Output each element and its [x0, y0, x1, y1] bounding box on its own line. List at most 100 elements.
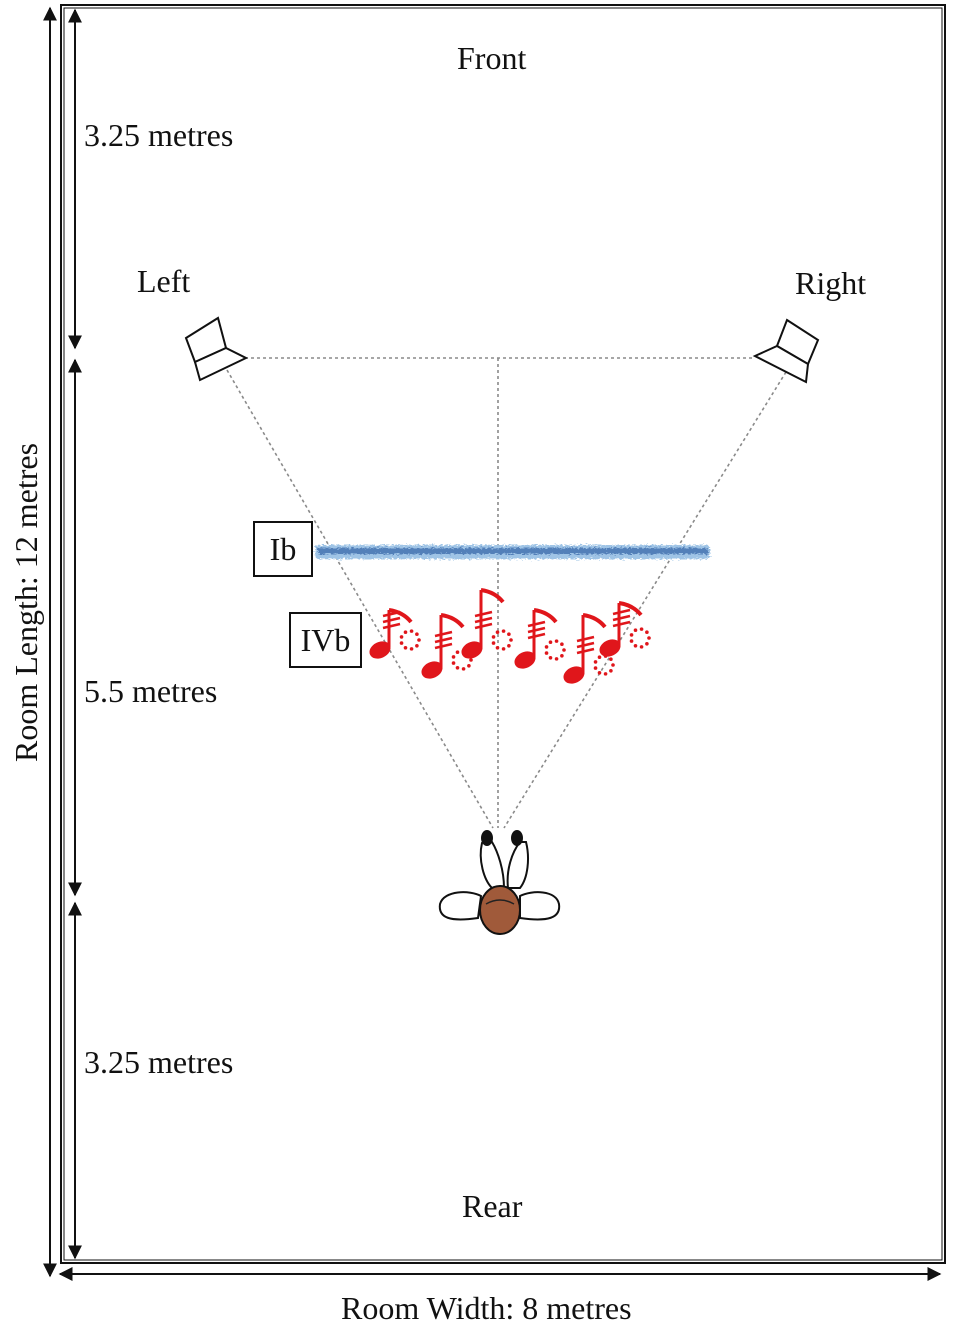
note-dot — [509, 638, 513, 642]
note-dot — [544, 645, 549, 649]
note-dot — [554, 657, 559, 661]
note-dot — [507, 632, 511, 637]
note-dot — [609, 668, 613, 673]
guide-lines — [226, 357, 787, 829]
note-dot — [639, 645, 644, 649]
note-dot — [611, 663, 615, 667]
note-head — [514, 651, 536, 669]
room-width-label: Room Width: 8 metres — [341, 1290, 632, 1326]
listener-icon — [438, 830, 561, 935]
note-tick — [434, 630, 453, 638]
note-tick — [434, 636, 453, 644]
note-dot — [603, 672, 608, 676]
note-dot — [455, 650, 460, 655]
note-dot — [415, 643, 419, 648]
note-dot — [491, 635, 496, 639]
note-dot — [633, 628, 638, 633]
music-notes-icon — [369, 588, 651, 684]
ib-zone-label: Ib — [253, 521, 313, 577]
note-tick — [382, 610, 401, 618]
speaker-icon — [752, 318, 820, 384]
note-dot — [597, 655, 602, 660]
right-speaker-label: Right — [795, 265, 867, 301]
note-head — [369, 641, 391, 659]
note-dot — [645, 641, 649, 646]
note-tick — [527, 620, 546, 628]
note-dot — [451, 661, 456, 665]
note-dot — [548, 655, 553, 660]
note-tick — [474, 616, 493, 624]
room-outline-inner — [63, 7, 943, 1261]
note-tick — [576, 647, 595, 655]
note-flag — [388, 608, 413, 624]
note-dot — [593, 666, 598, 670]
note-dot — [562, 648, 566, 652]
note-dot — [403, 645, 408, 650]
note-dot — [417, 638, 421, 642]
room-outline — [60, 4, 946, 1264]
note-tick — [612, 620, 631, 628]
note-dot — [501, 629, 506, 633]
note-tick — [382, 616, 401, 624]
note-dot — [461, 667, 466, 671]
note-tick — [527, 632, 546, 640]
note-dot — [415, 632, 419, 637]
note-dot — [495, 645, 500, 650]
note-dot — [544, 651, 549, 655]
note-dot — [593, 660, 598, 664]
note-dot — [554, 639, 559, 643]
rear-gap-label: 3.25 metres — [84, 1044, 234, 1080]
note-tick — [434, 642, 453, 650]
note-flag — [440, 613, 465, 629]
note-dot — [495, 630, 500, 635]
note-dot — [451, 655, 456, 659]
note-dot — [633, 643, 638, 648]
note-dot — [409, 629, 414, 633]
front-label: Front — [457, 40, 527, 76]
note-tick — [474, 622, 493, 630]
room-length-label: Room Length: 12 metres — [8, 442, 44, 762]
note-flag — [480, 588, 505, 604]
note-head — [599, 639, 621, 657]
rear-label: Rear — [462, 1188, 523, 1224]
note-tick — [576, 635, 595, 643]
note-dot — [501, 647, 506, 651]
note-flag — [618, 601, 643, 617]
note-tick — [382, 622, 401, 630]
note-dot — [560, 653, 564, 658]
ib-band — [315, 545, 710, 559]
note-tick — [612, 608, 631, 616]
note-dot — [647, 636, 651, 640]
front-gap-label: 3.25 metres — [84, 117, 234, 153]
note-dot — [455, 665, 460, 670]
note-tick — [527, 626, 546, 634]
note-dot — [560, 642, 564, 647]
note-dot — [645, 630, 649, 635]
listening-gap-label: 5.5 metres — [84, 673, 218, 709]
note-dot — [399, 641, 404, 645]
note-dot — [399, 635, 404, 639]
note-dot — [507, 643, 511, 648]
note-dot — [629, 633, 634, 637]
note-dot — [469, 658, 473, 662]
note-dot — [467, 663, 471, 668]
speaker-icon — [184, 316, 249, 382]
note-tick — [612, 614, 631, 622]
note-tick — [474, 610, 493, 618]
note-head — [461, 641, 483, 659]
note-dot — [491, 641, 496, 645]
note-dot — [639, 627, 644, 631]
ivb-zone-label: IVb — [289, 612, 362, 668]
note-head — [563, 666, 585, 684]
note-dot — [409, 647, 414, 651]
note-head — [421, 661, 443, 679]
note-dot — [629, 639, 634, 643]
note-dot — [403, 630, 408, 635]
note-dot — [597, 670, 602, 675]
left-speaker-label: Left — [137, 263, 191, 299]
note-dot — [609, 657, 613, 662]
note-flag — [582, 613, 607, 629]
note-tick — [576, 641, 595, 649]
note-dot — [548, 640, 553, 645]
